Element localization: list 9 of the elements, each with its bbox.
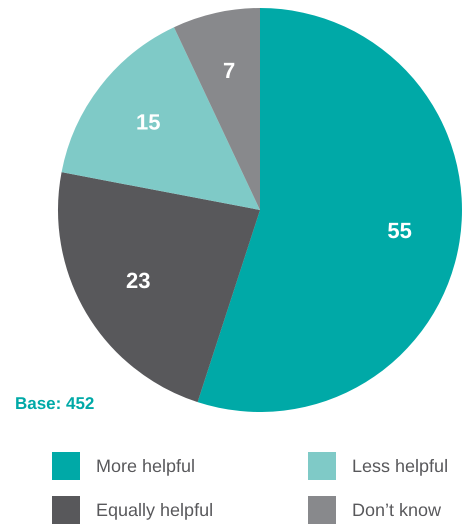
data-label: 23	[126, 268, 151, 294]
data-label: 55	[387, 218, 412, 244]
data-label: 15	[136, 109, 161, 134]
legend-label: Equally helpful	[96, 500, 214, 520]
legend-label: More helpful	[96, 456, 196, 476]
legend-label: Less helpful	[352, 456, 448, 476]
text: Base: 452	[15, 394, 94, 414]
data-label: 7	[223, 58, 236, 84]
legend-label: Don’t know	[352, 500, 442, 520]
